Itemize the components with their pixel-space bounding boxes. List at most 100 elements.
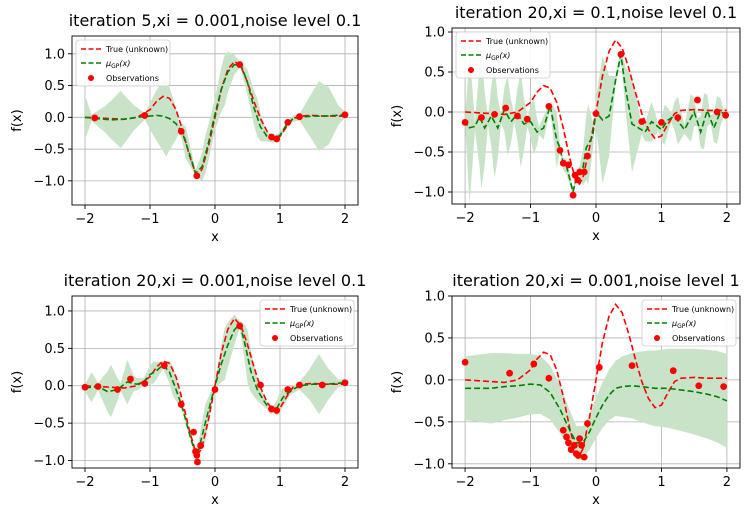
observation-point — [580, 168, 588, 176]
observation-point — [595, 363, 603, 371]
y-tick-label: 1.0 — [424, 290, 445, 305]
y-tick-label: 0.0 — [424, 106, 445, 121]
y-tick-label: −1.0 — [413, 186, 445, 201]
legend-observation-swatch — [654, 335, 660, 341]
y-tick-label: 0.0 — [424, 373, 445, 388]
observation-point — [284, 386, 292, 393]
observation-point — [318, 381, 326, 389]
y-tick-label: 0.5 — [424, 331, 445, 346]
observation-point — [236, 61, 244, 68]
y-tick-label: −1.0 — [33, 454, 65, 469]
observation-point — [506, 369, 513, 377]
legend-observations-label: Observations — [486, 66, 539, 75]
observation-point — [584, 152, 591, 160]
x-tick-label: 2 — [723, 211, 731, 226]
y-tick-label: 1.0 — [424, 26, 445, 41]
observation-point — [617, 51, 625, 58]
chart-title: iteration 20,xi = 0.001,noise level 0.1 — [64, 271, 367, 290]
x-tick-label: 0 — [592, 211, 600, 226]
confidence-band — [465, 348, 727, 460]
legend: True (unknown) μGP(x) Observations — [259, 299, 355, 347]
y-tick-label: 1.0 — [44, 47, 65, 62]
observation-point — [545, 374, 553, 382]
y-tick-label: 1.0 — [44, 304, 65, 319]
observation-point — [574, 452, 582, 459]
observation-point — [669, 367, 677, 375]
x-tick-label: −2 — [456, 475, 475, 490]
gp-mean-line — [84, 63, 345, 175]
plot-area — [461, 38, 729, 204]
x-tick-label: −2 — [75, 475, 94, 490]
x-tick-label: 1 — [276, 212, 284, 227]
observation-point — [341, 379, 349, 387]
plot-area — [461, 302, 728, 461]
observation-point — [257, 381, 264, 389]
legend-observations-label: Observations — [672, 334, 725, 343]
observation-point — [569, 191, 577, 199]
y-tick-label: 0.0 — [44, 111, 65, 126]
observation-point — [461, 358, 469, 366]
observation-point — [571, 441, 578, 449]
legend-gp-label: μGP(x) — [485, 51, 510, 62]
observation-point — [193, 172, 201, 180]
observation-point — [236, 322, 244, 330]
observation-point — [94, 383, 102, 390]
legend: True (unknown) μGP(x) Observations — [75, 39, 171, 87]
observation-point — [81, 383, 89, 391]
chart-panel-4: −2 −1 0 1 2 −1.0 −0.5 0.0 0.5 1.0 x f(x) iteration 2… — [390, 271, 741, 508]
legend-gp-label: μGP(x) — [671, 319, 696, 330]
legend-true-label: True (unknown) — [671, 305, 734, 314]
true-function-line — [465, 302, 727, 457]
y-tick-label: −0.5 — [413, 415, 445, 430]
gp-mean-line — [84, 322, 346, 457]
observation-point — [530, 360, 538, 368]
confidence-band — [465, 47, 727, 204]
x-axis-label: x — [211, 230, 219, 245]
observation-point — [580, 453, 588, 461]
legend-true-label: True (unknown) — [485, 37, 548, 46]
legend-box — [455, 31, 551, 79]
observation-point — [638, 118, 646, 125]
x-tick-label: 2 — [723, 475, 731, 490]
legend: True (unknown) μGP(x) Observations — [641, 299, 737, 347]
y-tick-label: −0.5 — [33, 143, 65, 158]
observation-point — [268, 405, 275, 413]
observation-point — [658, 119, 665, 126]
legend: True (unknown) μGP(x) Observations — [455, 31, 551, 79]
chart-title: iteration 20,xi = 0.001,noise level 1 — [452, 271, 739, 290]
chart-title: iteration 5,xi = 0.001,noise level 0.1 — [69, 11, 362, 30]
legend-observation-swatch — [272, 335, 278, 341]
y-axis-label: f(x) — [390, 371, 405, 393]
legend-observation-swatch — [468, 67, 474, 73]
observation-point — [91, 114, 99, 122]
legend-gp-label: μGP(x) — [105, 59, 130, 70]
x-tick-label: −1 — [140, 212, 159, 227]
observation-point — [273, 407, 281, 414]
y-tick-label: 0.5 — [44, 342, 65, 357]
x-tick-label: 1 — [657, 211, 665, 226]
observation-point — [341, 111, 349, 119]
observation-point — [523, 115, 531, 123]
y-axis-label: f(x) — [390, 105, 405, 127]
observation-point — [576, 435, 584, 443]
observation-point — [674, 114, 682, 121]
observation-point — [514, 112, 521, 120]
observation-point — [502, 104, 510, 112]
observation-point — [694, 96, 701, 104]
x-tick-label: −1 — [521, 211, 540, 226]
x-axis-label: x — [211, 493, 219, 508]
observation-point — [268, 133, 275, 141]
x-tick-label: 2 — [341, 475, 349, 490]
legend-box — [75, 39, 171, 87]
observation-point — [127, 375, 134, 383]
observation-point — [578, 441, 585, 449]
observation-point — [559, 159, 567, 167]
legend-observation-swatch — [88, 75, 94, 81]
y-tick-label: 0.0 — [44, 379, 65, 394]
observation-point — [177, 127, 185, 135]
observation-point — [478, 114, 485, 121]
legend-box — [641, 299, 737, 347]
x-tick-label: −2 — [456, 211, 475, 226]
observation-point — [545, 103, 553, 110]
